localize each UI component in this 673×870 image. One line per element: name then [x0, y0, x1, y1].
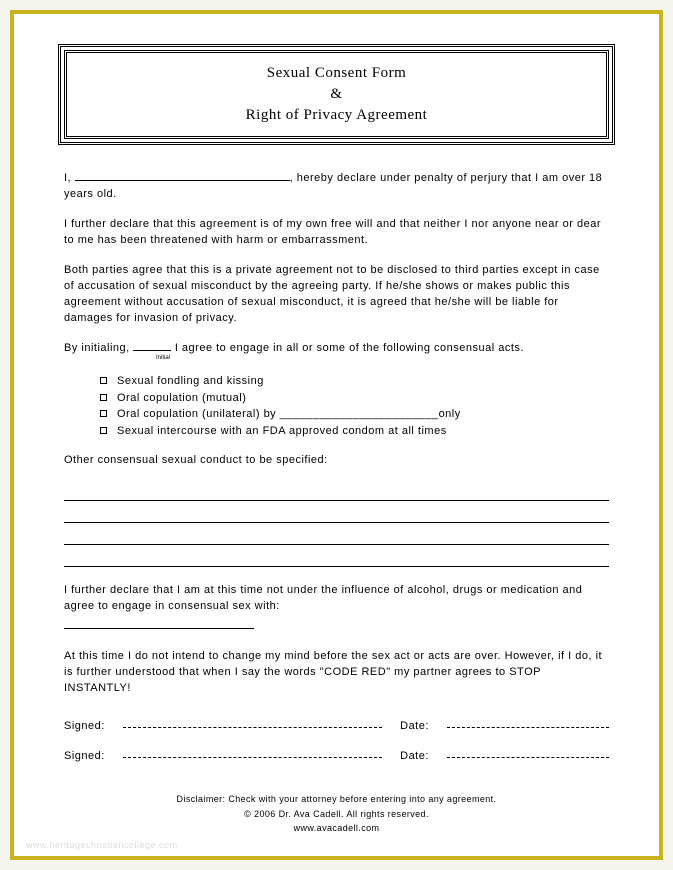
- checklist-label: Sexual fondling and kissing: [117, 375, 264, 387]
- checkbox-icon[interactable]: [100, 394, 107, 401]
- write-line[interactable]: [64, 549, 609, 567]
- date-label: Date:: [400, 719, 429, 735]
- initial-suffix: I agree to engage in all or some of the …: [171, 342, 524, 354]
- partner-blank[interactable]: [64, 619, 254, 629]
- codered-paragraph: At this time I do not intend to change m…: [64, 649, 609, 697]
- intro-prefix: I,: [64, 172, 75, 184]
- write-in-lines[interactable]: [64, 483, 609, 567]
- checklist: Sexual fondling and kissing Oral copulat…: [100, 373, 609, 439]
- disclaimer: Disclaimer: Check with your attorney bef…: [64, 792, 609, 806]
- title-box: Sexual Consent Form & Right of Privacy A…: [64, 50, 609, 139]
- signature-row: Signed: Date:: [64, 749, 609, 765]
- watermark: www.heritagechristiancollege.com: [26, 840, 178, 850]
- influence-text: I further declare that I am at this time…: [64, 584, 582, 612]
- date-line[interactable]: [447, 719, 609, 729]
- initial-prefix: By initialing,: [64, 342, 133, 354]
- checklist-label: Oral copulation (unilateral) by ________…: [117, 408, 461, 420]
- footer: Disclaimer: Check with your attorney bef…: [64, 792, 609, 835]
- freewill-paragraph: I further declare that this agreement is…: [64, 217, 609, 249]
- date-line[interactable]: [447, 749, 609, 759]
- body: I, , hereby declare under penalty of per…: [64, 171, 609, 836]
- influence-paragraph: I further declare that I am at this time…: [64, 583, 609, 635]
- checklist-item: Sexual intercourse with an FDA approved …: [100, 423, 609, 440]
- signature-section: Signed: Date: Signed: Date:: [64, 719, 609, 765]
- signed-label: Signed:: [64, 749, 105, 765]
- document-page: Sexual Consent Form & Right of Privacy A…: [10, 10, 663, 860]
- checklist-label: Sexual intercourse with an FDA approved …: [117, 425, 447, 437]
- signed-line[interactable]: [123, 719, 382, 729]
- privacy-paragraph: Both parties agree that this is a privat…: [64, 263, 609, 327]
- checkbox-icon[interactable]: [100, 410, 107, 417]
- checkbox-icon[interactable]: [100, 377, 107, 384]
- date-label: Date:: [400, 749, 429, 765]
- write-line[interactable]: [64, 527, 609, 545]
- title-line-1: Sexual Consent Form: [67, 63, 606, 84]
- checklist-item: Oral copulation (mutual): [100, 390, 609, 407]
- initial-blank[interactable]: [133, 341, 171, 351]
- title-line-3: Right of Privacy Agreement: [67, 105, 606, 126]
- checklist-label: Oral copulation (mutual): [117, 392, 246, 404]
- write-line[interactable]: [64, 483, 609, 501]
- intro-paragraph: I, , hereby declare under penalty of per…: [64, 171, 609, 203]
- copyright: © 2006 Dr. Ava Cadell. All rights reserv…: [64, 807, 609, 821]
- other-conduct-label: Other consensual sexual conduct to be sp…: [64, 453, 609, 469]
- title-line-2: &: [67, 84, 606, 105]
- footer-url: www.avacadell.com: [64, 821, 609, 835]
- name-blank[interactable]: [75, 171, 290, 181]
- signed-line[interactable]: [123, 749, 382, 759]
- checklist-item: Sexual fondling and kissing: [100, 373, 609, 390]
- write-line[interactable]: [64, 505, 609, 523]
- signed-label: Signed:: [64, 719, 105, 735]
- checklist-item: Oral copulation (unilateral) by ________…: [100, 406, 609, 423]
- checkbox-icon[interactable]: [100, 427, 107, 434]
- signature-row: Signed: Date:: [64, 719, 609, 735]
